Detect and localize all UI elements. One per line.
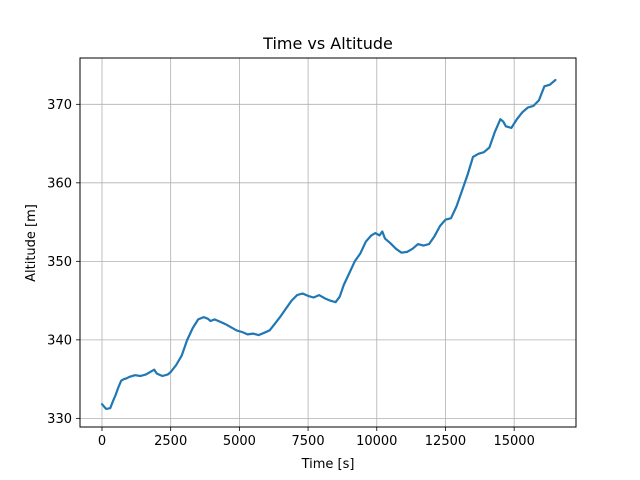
x-tick-label: 2500 <box>154 434 187 449</box>
x-axis-title: Time [s] <box>301 457 355 472</box>
ticks: 0 2500 5000 7500 10000 12500 15000 330 340 350 360… <box>47 98 535 449</box>
x-tick-label: 0 <box>98 434 106 449</box>
x-tick-label: 12500 <box>425 434 466 449</box>
y-tick-label: 330 <box>47 412 72 427</box>
y-axis-title: Altitude [m] <box>24 204 39 282</box>
x-tick-label: 15000 <box>493 434 534 449</box>
x-tick-label: 10000 <box>356 434 397 449</box>
y-tick-label: 350 <box>47 255 72 270</box>
x-tick-label: 7500 <box>292 434 325 449</box>
grid <box>80 58 576 427</box>
y-tick-label: 360 <box>47 176 72 191</box>
altitude-series-line <box>100 78 557 410</box>
series-layer <box>100 78 557 410</box>
chart-title: Time vs Altitude <box>262 34 393 53</box>
x-tick-label: 5000 <box>223 434 256 449</box>
plot-frame <box>79 57 577 428</box>
y-tick-label: 340 <box>47 333 72 348</box>
y-tick-label: 370 <box>47 98 72 113</box>
